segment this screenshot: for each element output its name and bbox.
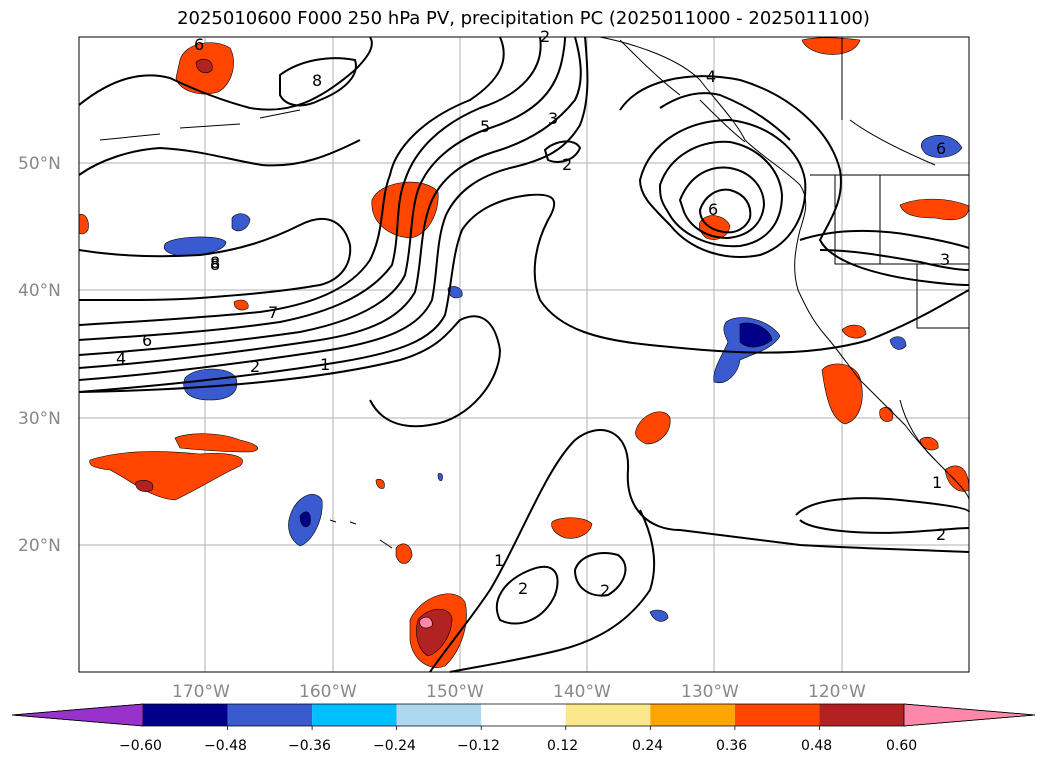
precip-blob [841,324,867,339]
precip-blob [375,478,385,489]
precipitation-shading [78,37,970,668]
contour-label: 4 [116,349,126,368]
contour-label: 8 [312,71,322,90]
contour-label: 2 [250,357,260,376]
contour-label: 1 [494,551,504,570]
colorbar [11,703,1036,730]
precip-blob [299,511,311,528]
precip-blob [739,322,773,348]
colorbar-cell [734,704,820,726]
colorbar-cell [143,704,228,726]
lat-labels: 50°N 40°N 30°N 20°N [18,154,61,556]
lon-label: 140°W [553,682,611,702]
precip-blob [879,407,894,422]
colorbar-tick: 0.60 [886,738,917,754]
contour-label: 7 [268,303,278,322]
contour-label: 8 [210,253,220,272]
colorbar-extend-low [11,703,144,727]
lon-label: 120°W [808,682,866,702]
pv-contours [78,36,970,673]
contour-label: 6 [142,331,152,350]
colorbar-tick: 0.48 [801,738,832,754]
precip-blob [889,336,907,350]
precip-blob [78,214,89,235]
colorbar-ticks: −0.60 −0.48 −0.36 −0.24 −0.12 0.12 0.24 … [119,738,917,754]
colorbar-tick: −0.12 [457,738,500,754]
contour-label: 5 [480,117,490,136]
colorbar-tick: −0.48 [204,738,247,754]
contour-label: 6 [708,200,718,219]
precip-blob [395,543,413,564]
colorbar-cell [227,704,313,726]
precip-blob [231,213,251,232]
contour-label: 2 [518,579,528,598]
colorbar-cell [312,704,397,726]
colorbar-tick: 0.24 [632,738,663,754]
precip-blob [649,609,669,622]
map-title: 2025010600 F000 250 hPa PV, precipitatio… [177,8,870,29]
colorbar-cell [481,704,566,726]
lat-label: 40°N [18,281,61,301]
precip-blob [437,472,443,482]
contour-label: 1 [320,355,330,374]
precip-blob [163,236,227,257]
contour-label: 6 [194,35,204,54]
colorbar-tick: 0.36 [716,738,747,754]
precip-blob [920,135,963,158]
contour-label: 2 [600,581,610,600]
contour-label: 6 [936,139,946,158]
contour-label: 8 [210,255,220,274]
colorbar-tick: −0.24 [373,738,416,754]
contour-labels: 6 8 8 5 3 2 4 6 8 7 6 4 2 1 6 3 1 2 2 2 … [116,27,950,600]
contour-label: 2 [562,155,572,174]
precip-blob [635,411,671,445]
contour-label: 3 [548,109,558,128]
precip-blob [233,299,249,311]
precip-blob [447,286,463,299]
lon-labels: 170°W 160°W 150°W 140°W 130°W 120°W [172,682,866,702]
precip-blob [551,517,593,539]
colorbar-tick: −0.60 [119,738,162,754]
colorbar-tick: 0.12 [547,738,578,754]
plot-border [78,36,970,673]
lat-label: 50°N [18,154,61,174]
precip-blob [821,363,863,425]
precip-blob [419,616,433,629]
colorbar-cell [396,704,482,726]
contour-label: 1 [932,473,942,492]
contour-label: 3 [940,250,950,269]
precip-blob [195,58,213,74]
lon-label: 130°W [681,682,739,702]
colorbar-tick: −0.36 [288,738,331,754]
precip-blob [89,451,243,501]
lat-label: 30°N [18,409,61,429]
precip-blob [183,368,238,401]
colorbar-cell [650,704,735,726]
lat-label: 20°N [18,536,61,556]
colorbar-extend-high [903,703,1036,727]
colorbar-cell [565,704,651,726]
colorbar-cell [819,704,904,726]
colorbar-outline [11,703,1036,727]
precip-blob [135,480,154,492]
precip-blob [174,433,259,453]
precip-blob [801,37,861,55]
contour-label: 4 [706,67,716,86]
plot-area [79,37,969,672]
lon-label: 160°W [299,682,357,702]
precip-blob [899,198,970,221]
contour-label: 2 [936,525,946,544]
precip-blob [371,181,439,239]
lon-label: 150°W [426,682,484,702]
lon-label: 170°W [172,682,230,702]
